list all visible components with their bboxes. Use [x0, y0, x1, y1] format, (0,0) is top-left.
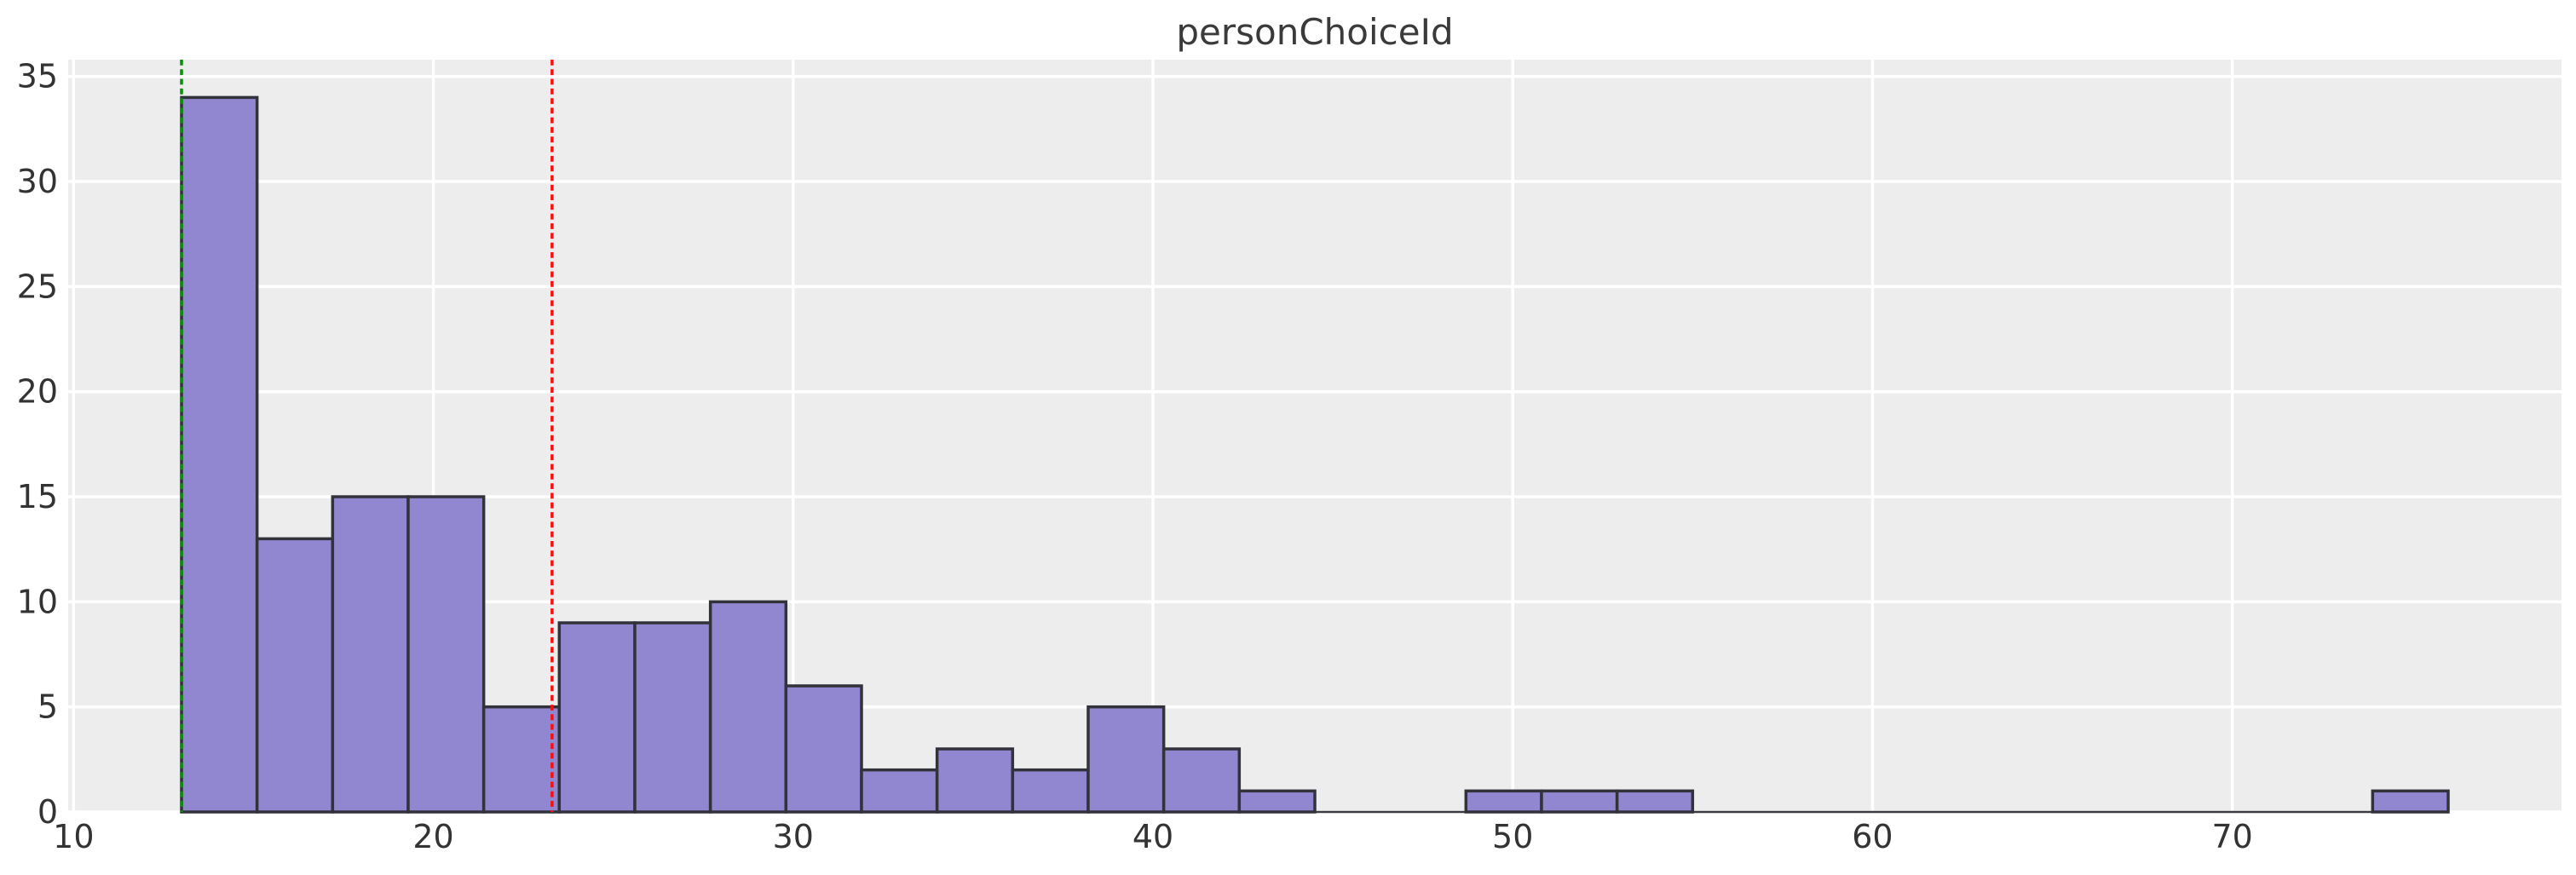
- histogram-bar: [1161, 747, 1242, 814]
- y-tick-label-30: 30: [17, 163, 58, 200]
- x-tick-label-10: 10: [53, 818, 94, 855]
- histogram-bar: [784, 684, 863, 814]
- histogram-bar: [557, 621, 637, 814]
- x-tick-label-60: 60: [1852, 818, 1893, 855]
- histogram-bar: [1615, 789, 1695, 814]
- histogram-bar: [935, 747, 1015, 814]
- histogram-bar: [1086, 705, 1166, 814]
- histogram-bar: [255, 537, 335, 814]
- histogram-bar: [1464, 789, 1543, 814]
- y-tick-label-0: 0: [37, 793, 58, 831]
- histogram-bar: [860, 768, 939, 814]
- x-tick-label-50: 50: [1492, 818, 1533, 855]
- y-tick-label-35: 35: [17, 58, 58, 95]
- histogram-bar: [2371, 789, 2450, 814]
- x-tick-label-20: 20: [412, 818, 453, 855]
- y-tick-label-10: 10: [17, 583, 58, 620]
- chart-title: personChoiceId: [1176, 11, 1453, 53]
- y-tick-label-15: 15: [17, 478, 58, 515]
- y-tick-label-25: 25: [17, 268, 58, 305]
- histogram-bar: [406, 495, 486, 814]
- histogram-bar: [708, 600, 788, 814]
- histogram-bar: [1237, 789, 1317, 814]
- histogram-bar: [1011, 768, 1090, 814]
- x-tick-label-70: 70: [2211, 818, 2252, 855]
- y-tick-label-20: 20: [17, 373, 58, 411]
- x-tick-label-40: 40: [1132, 818, 1173, 855]
- histogram-bar: [633, 621, 712, 814]
- x-tick-label-30: 30: [773, 818, 814, 855]
- histogram-bar: [481, 705, 562, 814]
- histogram-bar: [331, 495, 410, 814]
- histogram-bar: [180, 95, 259, 814]
- histogram-bar: [1540, 789, 1619, 814]
- y-tick-label-5: 5: [37, 688, 58, 726]
